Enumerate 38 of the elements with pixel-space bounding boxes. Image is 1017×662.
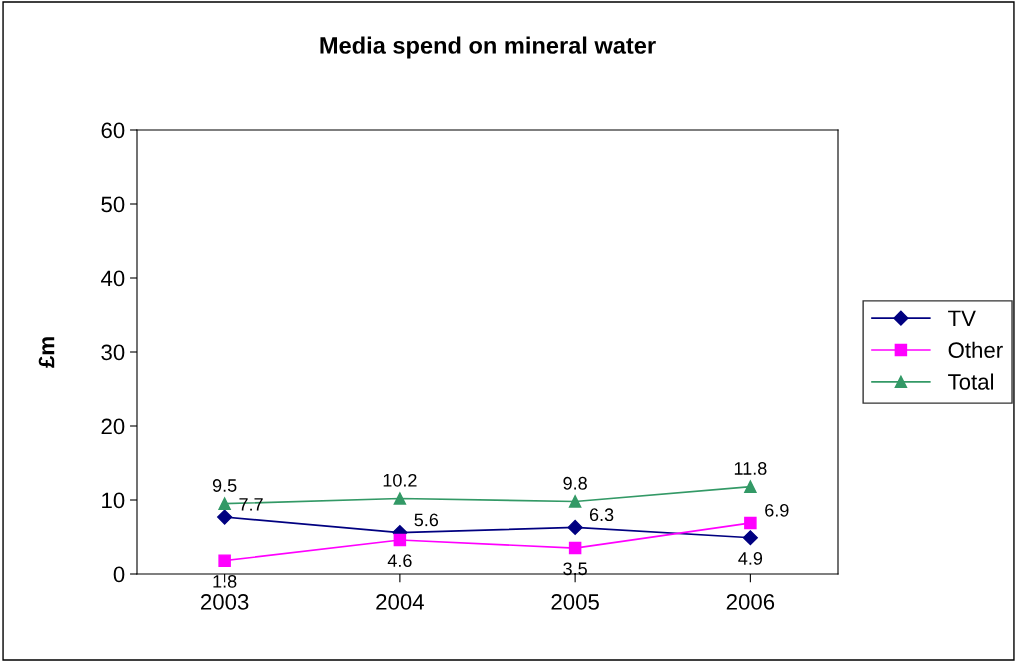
point xyxy=(218,554,231,567)
data-label: 9.8 xyxy=(563,476,587,490)
legend-label: Total xyxy=(948,373,994,390)
data-label: 6.3 xyxy=(589,508,614,522)
data-label: 4.9 xyxy=(738,552,763,565)
x-tick-label: 2004 xyxy=(376,594,424,610)
data-label: 4.6 xyxy=(387,554,412,568)
data-label: 1.8 xyxy=(213,574,237,588)
point xyxy=(568,541,582,555)
point xyxy=(393,492,407,505)
y-tick-label: 20 xyxy=(101,418,125,435)
point xyxy=(744,480,757,493)
x-tick-label: 2006 xyxy=(726,594,775,610)
y-tick-label: 50 xyxy=(101,196,125,213)
y-tick-label: 0 xyxy=(113,566,125,583)
y-tick-label: 60 xyxy=(101,122,125,139)
y-tick-label: 40 xyxy=(100,270,125,287)
point xyxy=(218,497,231,510)
data-label: 6.9 xyxy=(765,503,789,517)
point xyxy=(568,495,582,508)
y-tick-label: 10 xyxy=(102,492,125,509)
point xyxy=(217,509,233,525)
data-label: 9.5 xyxy=(212,479,237,492)
data-label: 10.2 xyxy=(383,473,417,487)
legend-label: TV xyxy=(948,310,976,326)
data-label: 11.8 xyxy=(734,462,767,475)
data-label: 3.5 xyxy=(563,562,587,576)
y-tick-label: 30 xyxy=(101,344,125,361)
point xyxy=(742,530,758,546)
point xyxy=(567,519,583,535)
legend-label: Other xyxy=(948,341,1003,358)
x-tick-label: 2005 xyxy=(551,594,599,610)
x-tick-label: 2003 xyxy=(201,594,249,610)
point xyxy=(744,516,757,530)
chart-title: Media spend on mineral water xyxy=(320,36,656,59)
point xyxy=(393,533,407,547)
y-axis-title: £m xyxy=(38,337,55,368)
data-label: 5.6 xyxy=(414,513,439,527)
